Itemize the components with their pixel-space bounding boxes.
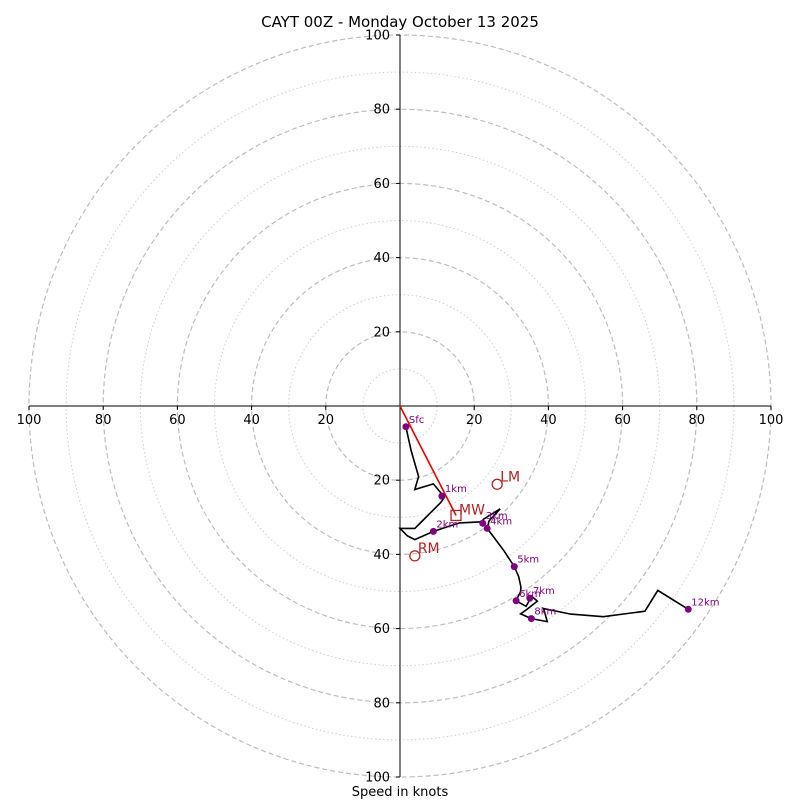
height-point-12km [684,605,692,613]
height-label-2km: 2km [436,519,458,530]
x-tick-label: 100 [17,413,42,428]
height-point-7km [526,594,534,602]
x-tick-label: 60 [614,413,631,428]
rm-label: RM [418,541,440,557]
x-tick-label: 80 [689,413,706,428]
y-tick-label: 20 [373,325,390,340]
height-point-3km [479,519,487,527]
height-label-4km: 4km [490,516,512,527]
mw-label: MW [459,502,485,518]
y-tick-label: 80 [373,103,390,118]
y-tick-label: 80 [373,696,390,711]
x-axis-label: Speed in knots [352,785,449,800]
y-tick-label: 60 [373,177,390,192]
y-tick-label: 40 [373,548,390,563]
height-label-7km: 7km [533,586,555,597]
y-tick-label: 60 [373,622,390,637]
x-tick-label: 100 [759,413,784,428]
x-tick-label: 80 [95,413,112,428]
height-point-1km [438,492,446,500]
height-point-6km [512,597,520,605]
height-label-5km: 5km [517,555,539,566]
x-tick-label: 40 [540,413,557,428]
axis-ticks: 100 80 60 40 20 20 40 60 80 100 100 80 60 40 20 20 40 60 8… [17,29,784,786]
x-tick-label: 40 [243,413,260,428]
chart-title: CAYT 00Z - Monday October 13 2025 [261,13,539,31]
height-point-2km [429,527,437,535]
y-tick-label: 100 [365,29,390,44]
x-tick-label: 60 [169,413,186,428]
y-tick-label: 20 [373,474,390,489]
storm-motion-markers: MW LM RM [409,469,520,562]
height-label-sfc: Sfc [409,415,424,426]
lm-label: LM [500,469,520,485]
height-point-sfc [402,423,410,431]
height-label-6km: 6km [519,589,541,600]
rm-marker [409,550,421,562]
height-label-8km: 8km [534,607,556,618]
lm-marker [491,478,503,490]
height-label-12km: 12km [691,597,719,608]
hodograph-trace [398,426,689,623]
mean-wind-vector [399,405,457,516]
mw-marker [450,509,462,522]
height-point-5km [510,563,518,571]
y-tick-label: 40 [373,251,390,266]
height-point-8km [527,615,535,623]
hodograph-trace-group [398,426,689,623]
height-point-4km [483,524,491,532]
y-tick-label: 100 [365,771,390,786]
height-label-1km: 1km [445,484,467,495]
x-tick-label: 20 [466,413,483,428]
mean-wind-vector-group [399,405,457,516]
x-tick-label: 20 [318,413,335,428]
height-label-3km: 3km [486,511,508,522]
